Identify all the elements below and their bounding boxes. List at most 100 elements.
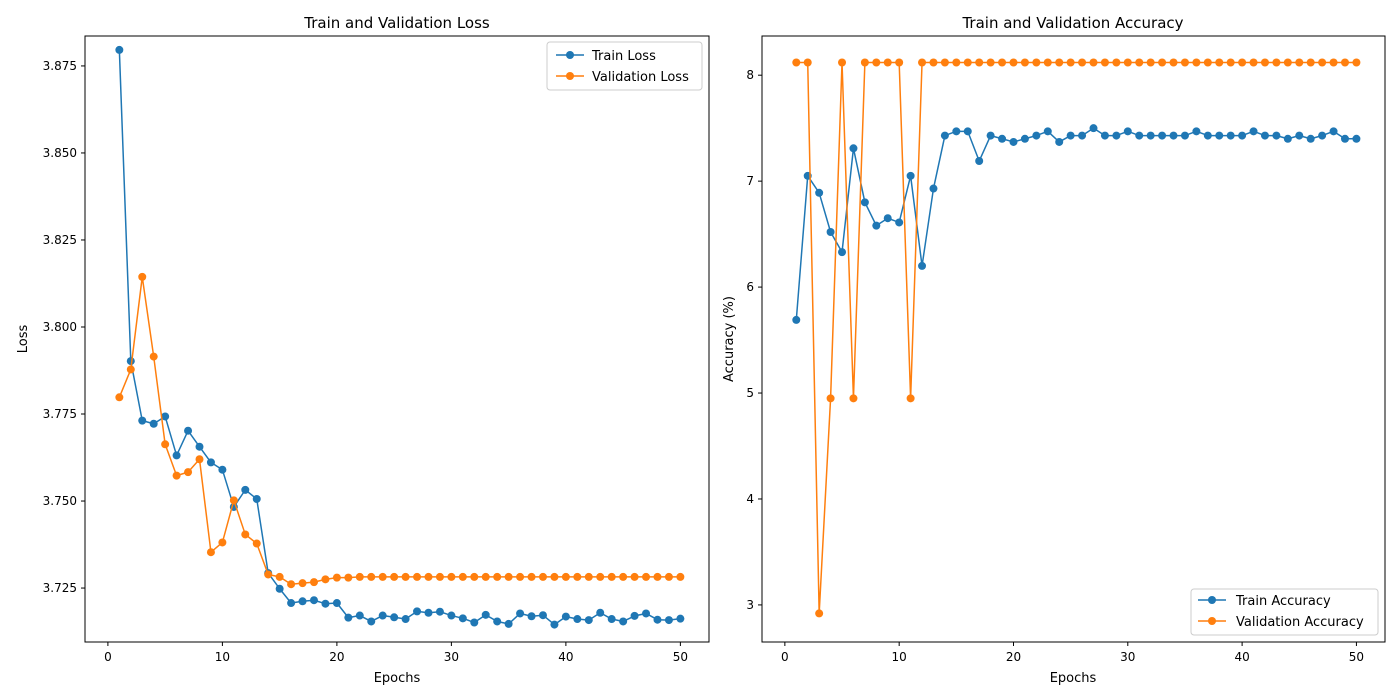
train-loss-point — [653, 615, 662, 624]
train-loss-point — [401, 615, 410, 624]
train-accuracy-point — [1100, 131, 1109, 140]
validation-loss-point — [435, 572, 444, 581]
validation-accuracy-point — [1043, 58, 1052, 67]
train-accuracy-point — [1158, 131, 1167, 140]
validation-loss-point — [607, 572, 616, 581]
accuracy-x-axis-label: Epochs — [1050, 671, 1097, 686]
validation-loss-point — [126, 365, 135, 374]
validation-loss-point — [390, 572, 399, 581]
train-accuracy-point — [1318, 131, 1327, 140]
validation-accuracy-point — [940, 58, 949, 67]
accuracy-y-tick-label: 8 — [746, 68, 754, 82]
loss-y-tick-label: 3.875 — [43, 59, 77, 73]
train-loss-point — [516, 609, 525, 618]
train-loss-point — [424, 608, 433, 617]
loss-legend-box — [546, 41, 703, 91]
validation-loss-point — [195, 455, 204, 464]
train-loss-point — [630, 611, 639, 620]
train-accuracy-point — [1340, 134, 1349, 143]
validation-accuracy-point — [1009, 58, 1018, 67]
accuracy-x-tick-label: 30 — [1120, 650, 1135, 664]
train-loss-point — [527, 612, 536, 621]
validation-accuracy-point — [1238, 58, 1247, 67]
train-accuracy-point — [1066, 131, 1075, 140]
validation-loss-point — [367, 572, 376, 581]
train-loss-point — [184, 426, 193, 435]
validation-accuracy-point — [792, 58, 801, 67]
train-accuracy-point — [1295, 131, 1304, 140]
validation-accuracy-point — [1283, 58, 1292, 67]
validation-loss-point — [218, 538, 227, 547]
validation-accuracy-point — [906, 394, 915, 403]
validation-loss-point — [470, 572, 479, 581]
validation-accuracy-point — [1260, 58, 1269, 67]
validation-accuracy-point — [1306, 58, 1315, 67]
loss-legend-validation-label: Validation Loss — [592, 70, 689, 85]
validation-accuracy-point — [929, 58, 938, 67]
train-loss-point — [252, 494, 261, 503]
accuracy-legend-validation-label: Validation Accuracy — [1236, 615, 1364, 630]
validation-loss-point — [619, 572, 628, 581]
accuracy-y-tick-label: 3 — [746, 598, 754, 612]
validation-accuracy-point — [872, 58, 881, 67]
train-accuracy-point — [1329, 127, 1338, 136]
train-loss-point — [298, 597, 307, 606]
train-accuracy-point — [1009, 137, 1018, 146]
validation-loss-point — [447, 572, 456, 581]
loss-x-tick-label: 20 — [329, 650, 344, 664]
train-loss-point — [561, 612, 570, 621]
train-accuracy-point — [1089, 124, 1098, 133]
loss-y-tick-label: 3.825 — [43, 233, 77, 247]
accuracy-legend-train-label: Train Accuracy — [1235, 594, 1331, 609]
validation-loss-point — [401, 572, 410, 581]
loss-x-tick-label: 10 — [215, 650, 230, 664]
train-loss-point — [481, 610, 490, 619]
train-loss-point — [493, 617, 502, 626]
validation-loss-point — [161, 440, 170, 449]
train-accuracy-point — [940, 131, 949, 140]
train-accuracy-point — [849, 144, 858, 153]
validation-accuracy-point — [1055, 58, 1064, 67]
validation-loss-point — [298, 579, 307, 588]
validation-accuracy-point — [1112, 58, 1121, 67]
loss-y-tick-label: 3.750 — [43, 494, 77, 508]
train-accuracy-point — [826, 228, 835, 236]
train-loss-point — [619, 617, 628, 626]
validation-loss-point — [653, 572, 662, 581]
validation-accuracy-point — [1272, 58, 1281, 67]
accuracy-series — [792, 58, 1361, 618]
train-loss-point — [573, 615, 582, 624]
validation-loss-point — [664, 572, 673, 581]
loss-y-axis-label: Loss — [16, 325, 31, 354]
train-loss-point — [378, 611, 387, 620]
train-loss-point — [206, 458, 215, 467]
loss-ticks: 0 10 20 30 40 50 3.725 3.750 3.775 3.800 3.825 3.85… — [43, 59, 688, 664]
accuracy-x-tick-label: 10 — [892, 650, 907, 664]
train-loss-point — [218, 465, 227, 474]
loss-y-tick-label: 3.775 — [43, 407, 77, 421]
validation-accuracy-point — [803, 58, 812, 67]
validation-loss-point — [321, 575, 330, 584]
validation-accuracy-point — [1203, 58, 1212, 67]
train-accuracy-point — [998, 134, 1007, 143]
train-loss-point — [676, 614, 685, 623]
validation-loss-point — [573, 572, 582, 581]
train-loss-point — [287, 599, 296, 608]
train-loss-point — [241, 485, 250, 494]
train-loss-point — [149, 419, 158, 428]
validation-accuracy-point — [1020, 58, 1029, 67]
validation-accuracy-point — [998, 58, 1007, 67]
accuracy-x-tick-label: 50 — [1349, 650, 1364, 664]
train-loss-point — [664, 616, 673, 625]
loss-y-tick-label: 3.850 — [43, 146, 77, 160]
loss-legend-train-label: Train Loss — [591, 49, 656, 64]
validation-accuracy-point — [1180, 58, 1189, 67]
loss-chart-title: Train and Validation Loss — [303, 14, 490, 32]
train-loss-point — [607, 615, 616, 624]
train-loss-point — [138, 416, 147, 425]
validation-loss-point — [493, 572, 502, 581]
train-accuracy-point — [929, 184, 938, 193]
validation-accuracy-point — [1123, 58, 1132, 67]
validation-loss-point — [596, 572, 605, 581]
train-loss-point — [458, 614, 467, 623]
